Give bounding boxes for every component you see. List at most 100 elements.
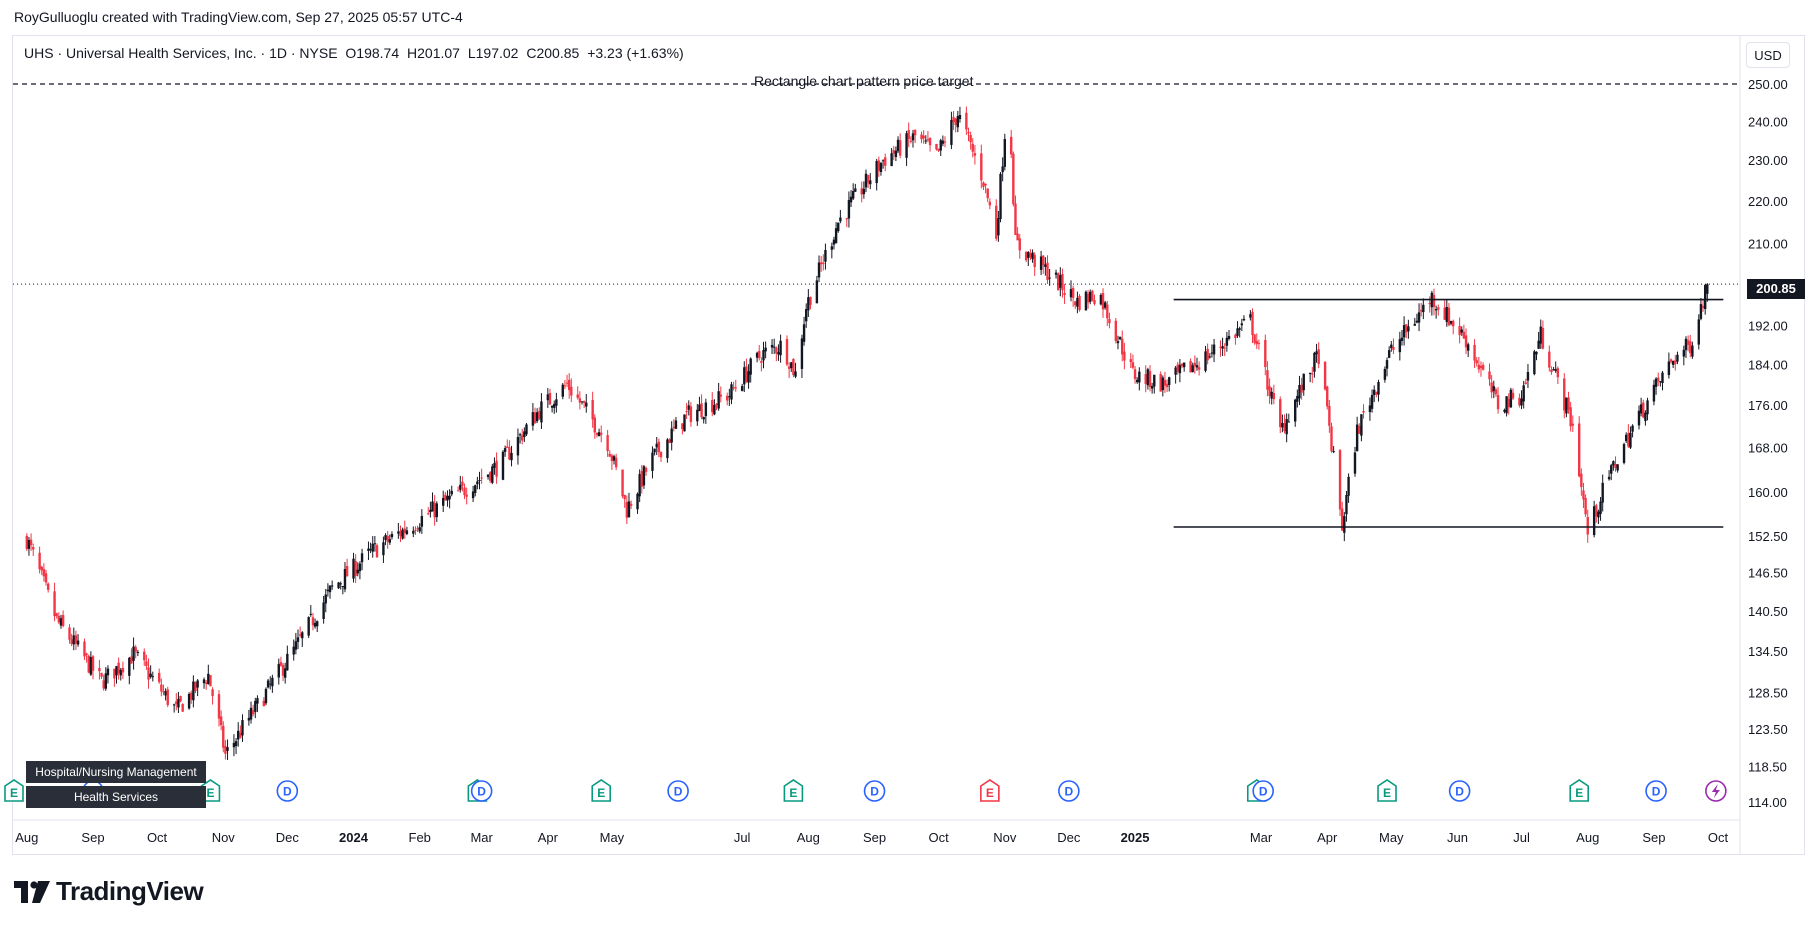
candle-body <box>896 139 900 152</box>
candle-body <box>222 725 225 748</box>
candle-body <box>1191 365 1194 373</box>
candle-body <box>595 433 599 435</box>
candle-body <box>1270 391 1273 399</box>
candle-body <box>869 180 872 185</box>
candle-body <box>621 469 624 497</box>
candle-body <box>339 583 342 585</box>
candle-body <box>809 296 812 305</box>
candle-body <box>1612 461 1615 466</box>
candle-body <box>1355 424 1359 452</box>
candle-body <box>597 432 601 437</box>
industry-tag[interactable]: Hospital/Nursing Management <box>26 761 206 783</box>
candle-body <box>1146 369 1150 386</box>
candle-body <box>593 417 597 433</box>
candle-body <box>1535 351 1538 355</box>
candle-body <box>1415 320 1419 323</box>
chart-pane[interactable] <box>12 35 1805 855</box>
candle-body <box>555 399 558 406</box>
candle-body <box>234 741 238 746</box>
candle-body <box>1477 364 1481 370</box>
candle-body <box>433 502 436 518</box>
high-value: H201.07 <box>407 45 460 61</box>
candle-body <box>1093 300 1096 304</box>
candle-body <box>1340 508 1344 531</box>
candle-body <box>172 704 176 706</box>
candle-body <box>851 191 855 199</box>
candle-body <box>1266 370 1269 390</box>
candle-body <box>1385 360 1389 369</box>
candle-body <box>292 646 295 655</box>
candle-body <box>1701 305 1705 309</box>
candle-body <box>1432 294 1436 307</box>
tradingview-logo[interactable]: TradingView <box>14 876 204 907</box>
candle-body <box>995 205 998 239</box>
candle-body <box>1168 377 1171 386</box>
symbol-title[interactable]: UHS · Universal Health Services, Inc. · … <box>24 45 338 61</box>
candle-body <box>772 346 776 348</box>
candle-body <box>984 183 987 186</box>
candle-body <box>194 682 197 692</box>
candle-body <box>659 451 663 458</box>
candle-body <box>1257 342 1261 344</box>
candle-body <box>666 439 669 459</box>
candle-body <box>100 672 103 677</box>
candle-body <box>1012 153 1015 205</box>
candle-body <box>1016 233 1019 241</box>
candle-body <box>1048 277 1051 279</box>
candle-body <box>1584 498 1587 515</box>
candle-body <box>427 513 430 515</box>
candle-body <box>343 569 347 590</box>
lightning-icon <box>1711 784 1720 798</box>
candle-body <box>1148 371 1152 387</box>
candle-body <box>1138 371 1141 383</box>
candle-body <box>277 663 280 678</box>
candle-body <box>1520 398 1523 406</box>
candle-body <box>1387 350 1391 358</box>
candle-body <box>369 549 372 551</box>
candle-body <box>313 622 317 627</box>
currency-button[interactable]: USD <box>1746 42 1790 68</box>
candle-body <box>1129 359 1132 363</box>
open-value: O198.74 <box>345 45 400 61</box>
earnings-icon <box>1569 779 1589 802</box>
candle-body <box>264 688 268 704</box>
candle-body <box>1370 394 1374 409</box>
candle-body <box>696 409 699 422</box>
candle-body <box>847 200 851 219</box>
candle-body <box>1003 139 1006 167</box>
candle-body <box>794 371 797 377</box>
candle-body <box>879 162 883 173</box>
candle-body <box>1554 369 1557 372</box>
candle-body <box>1586 517 1589 535</box>
candle-body <box>578 398 582 403</box>
candle-body <box>734 387 737 389</box>
candle-body <box>256 698 259 704</box>
candle-body <box>397 531 400 534</box>
candle-body <box>102 680 105 689</box>
candle-body <box>1225 337 1229 346</box>
candle-body <box>311 617 315 626</box>
candle-body <box>1108 319 1111 324</box>
candle-body <box>1405 324 1408 333</box>
time-tick-label: Mar <box>1250 830 1273 845</box>
candle-body <box>1657 377 1660 382</box>
candle-body <box>337 582 340 589</box>
time-tick-label: Sep <box>1642 830 1665 845</box>
candle-body <box>967 132 970 134</box>
candle-body <box>399 530 402 537</box>
candle-body <box>815 280 819 304</box>
candle-body <box>382 542 385 556</box>
candle-body <box>600 432 603 435</box>
candle-body <box>1697 319 1700 345</box>
candle-body <box>866 175 870 184</box>
candle-body <box>143 651 146 661</box>
candle-body <box>151 676 154 678</box>
candle-body <box>1014 203 1017 235</box>
candle-body <box>824 249 827 262</box>
candle-body <box>32 546 35 550</box>
sector-tag[interactable]: Health Services <box>26 786 206 808</box>
candle-body <box>1556 368 1560 378</box>
candle-body <box>471 491 475 499</box>
candle-body <box>582 400 586 403</box>
